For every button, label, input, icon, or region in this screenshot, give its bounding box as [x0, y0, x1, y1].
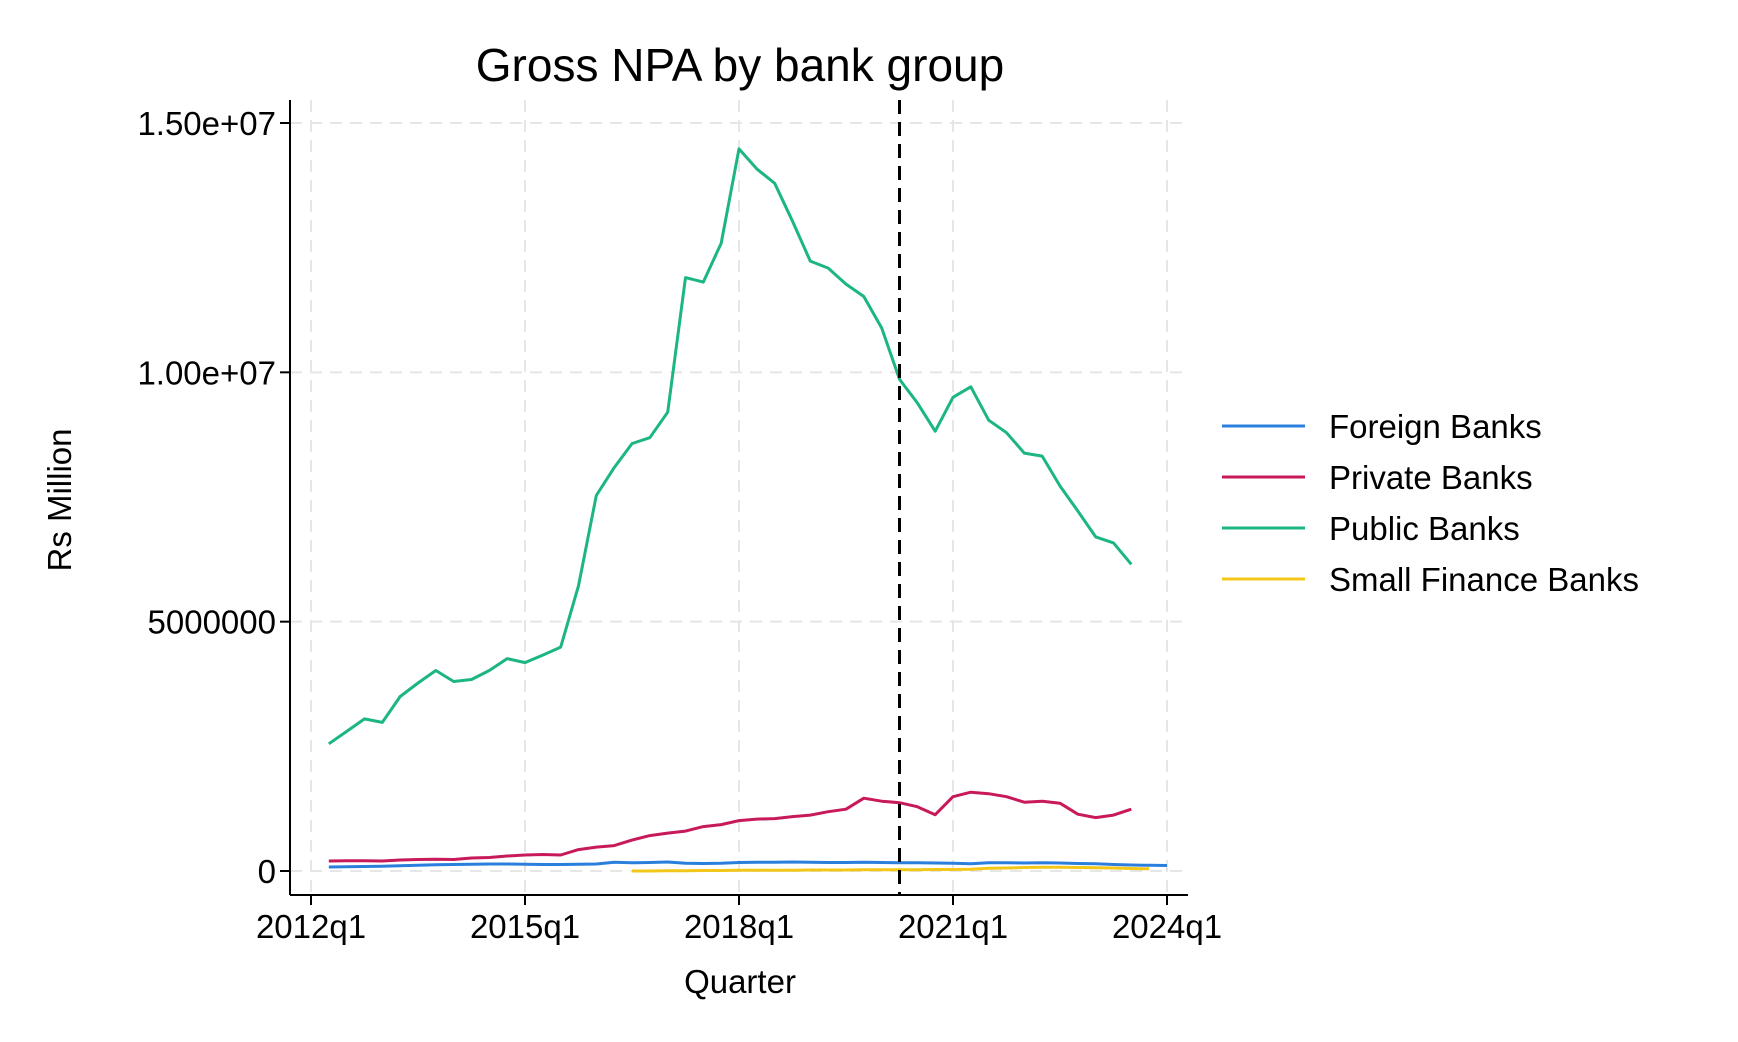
y-tick-label: 0: [258, 853, 276, 890]
legend: Foreign Banks Private Banks Public Banks Sm…: [1222, 408, 1639, 598]
x-tick-label: 2024q1: [1112, 908, 1222, 945]
x-tick-label: 2015q1: [470, 908, 580, 945]
x-axis-title: Quarter: [684, 963, 796, 1000]
legend-label-foreign-banks: Foreign Banks: [1329, 408, 1542, 445]
chart-title: Gross NPA by bank group: [476, 39, 1004, 91]
y-tick-label: 1.50e+07: [137, 105, 276, 142]
series-line-public-banks: [327, 147, 1133, 746]
x-axis: 2012q1 2015q1 2018q1 2021q1 2024q1: [256, 894, 1222, 945]
series-line-small-finance-banks: [632, 865, 1150, 873]
plot-lines: [327, 147, 1168, 873]
y-tick-label: 1.00e+07: [137, 354, 276, 391]
series-line-foreign-banks: [328, 860, 1168, 869]
x-tick-label: 2021q1: [898, 908, 1008, 945]
gridlines: [290, 100, 1188, 895]
legend-label-small-finance-banks: Small Finance Banks: [1329, 561, 1639, 598]
y-axis: 0 5000000 1.00e+07 1.50e+07: [137, 100, 291, 895]
series-line-private-banks: [328, 790, 1132, 863]
y-tick-label: 5000000: [148, 604, 276, 641]
x-tick-label: 2018q1: [684, 908, 794, 945]
legend-label-public-banks: Public Banks: [1329, 510, 1520, 547]
x-tick-label: 2012q1: [256, 908, 366, 945]
legend-label-private-banks: Private Banks: [1329, 459, 1533, 496]
y-axis-title: Rs Million: [41, 428, 78, 571]
